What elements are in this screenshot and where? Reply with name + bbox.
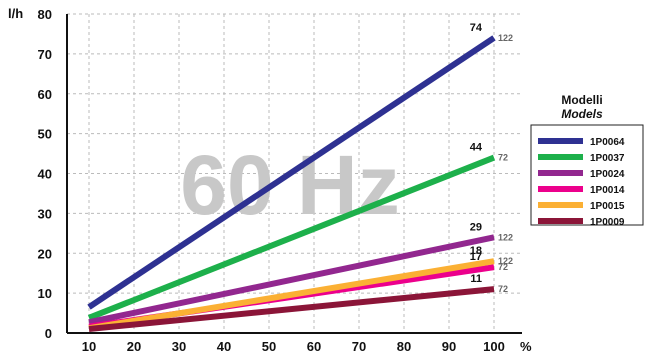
legend-label-1P0064: 1P0064 <box>590 137 625 148</box>
end-label-1P0024: 29 <box>470 221 482 233</box>
rpm-label-1P0009: 72 <box>498 284 508 294</box>
legend-swatch-1P0009 <box>538 218 583 224</box>
x-tick-label: 10 <box>82 339 96 354</box>
x-tick-label: 50 <box>262 339 276 354</box>
legend-label-1P0024: 1P0024 <box>590 169 625 180</box>
series-line-1P0064 <box>87 35 496 310</box>
end-label-1P0037: 44 <box>470 142 483 154</box>
x-tick-label: 40 <box>217 339 231 354</box>
end-label-1P0064: 74 <box>470 22 483 34</box>
rpm-label-1P0024: 122 <box>498 232 513 242</box>
end-label-1P0015: 18 <box>470 245 482 257</box>
legend-swatch-1P0014 <box>538 186 583 192</box>
legend-label-1P0014: 1P0014 <box>590 185 625 196</box>
y-tick-label: 50 <box>38 127 52 142</box>
legend-swatch-1P0037 <box>538 154 583 160</box>
rpm-label-1P0015: 122 <box>498 256 513 266</box>
x-tick-label: 20 <box>127 339 141 354</box>
rpm-label-1P0064: 122 <box>498 33 513 43</box>
legend-title: Modelli <box>561 93 602 107</box>
y-tick-label: 40 <box>38 167 52 182</box>
x-tick-label: 90 <box>442 339 456 354</box>
y-tick-label: 30 <box>38 206 52 221</box>
legend: Modelli Models 1P00641P00371P00241P00141… <box>530 93 644 228</box>
axes <box>66 14 522 334</box>
x-tick-label: 80 <box>397 339 411 354</box>
legend-swatch-1P0015 <box>538 202 583 208</box>
y-tick-label: 20 <box>38 246 52 261</box>
rpm-label-1P0037: 72 <box>498 153 508 163</box>
legend-swatch-1P0064 <box>538 138 583 144</box>
y-axis-unit: l/h <box>8 6 23 21</box>
legend-label-1P0037: 1P0037 <box>590 153 625 164</box>
x-tick-label: 100 <box>483 339 505 354</box>
legend-label-1P0009: 1P0009 <box>590 217 625 228</box>
y-tick-label: 0 <box>45 326 52 341</box>
y-tick-label: 70 <box>38 47 52 62</box>
y-tick-label: 60 <box>38 87 52 102</box>
series-line-1P0015 <box>88 258 495 332</box>
legend-subtitle: Models <box>561 107 603 121</box>
tick-labels: 0 10 20 30 40 50 60 70 80 10 20 30 40 50 60 70 80 90 100 <box>38 7 505 354</box>
end-label-1P0009: 11 <box>470 273 482 285</box>
chart-watermark: 60 Hz <box>180 138 399 232</box>
x-tick-label: 70 <box>352 339 366 354</box>
end-label-1P0014: 17 <box>470 251 482 263</box>
x-tick-label: 30 <box>172 339 186 354</box>
series-line-1P0037 <box>87 154 496 321</box>
y-tick-label: 10 <box>38 286 52 301</box>
x-tick-label: 60 <box>307 339 321 354</box>
x-axis-unit: % <box>520 339 532 354</box>
end-labels: 74 122 44 72 29 122 17 72 18 122 11 72 <box>470 22 513 294</box>
series-line-1P0009 <box>88 286 495 332</box>
series-line-1P0024 <box>88 234 495 326</box>
rpm-label-1P0014: 72 <box>498 262 508 272</box>
legend-label-1P0015: 1P0015 <box>590 201 625 212</box>
legend-swatch-1P0024 <box>538 170 583 176</box>
y-tick-label: 80 <box>38 7 52 22</box>
legend-items: 1P0064 1P0037 1P0024 1P0014 1P0015 1P0009 <box>538 137 625 228</box>
series-lines <box>87 35 496 332</box>
